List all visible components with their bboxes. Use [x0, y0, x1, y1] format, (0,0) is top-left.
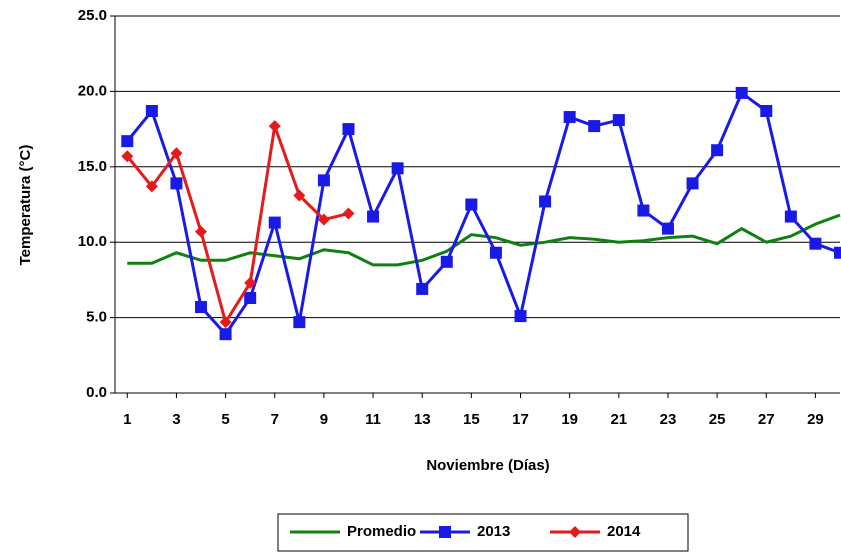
data-point — [367, 210, 380, 223]
y-tick-label: 5.0 — [86, 309, 107, 326]
x-tick-label: 27 — [758, 411, 775, 428]
data-point — [686, 177, 699, 190]
y-tick-label: 15.0 — [78, 158, 107, 175]
x-tick-label: 11 — [365, 411, 381, 428]
x-tick-label: 1 — [123, 411, 131, 428]
data-point — [121, 150, 134, 163]
x-tick-label: 15 — [463, 411, 480, 428]
data-point — [170, 147, 183, 160]
x-tick-label: 17 — [512, 411, 529, 428]
series-line — [127, 213, 841, 267]
data-point — [219, 328, 232, 341]
data-point — [317, 213, 330, 226]
data-point — [489, 246, 502, 259]
data-point — [342, 207, 355, 220]
x-tick-label: 23 — [660, 411, 677, 428]
data-point — [219, 316, 232, 329]
data-point — [760, 105, 773, 118]
data-point — [342, 123, 355, 136]
data-point — [834, 246, 841, 259]
y-tick-label: 10.0 — [78, 233, 107, 250]
data-point — [293, 189, 306, 202]
legend-label: 2013 — [477, 523, 510, 540]
data-point — [440, 255, 453, 268]
y-tick-label: 25.0 — [78, 7, 107, 24]
data-point — [268, 216, 281, 229]
data-point — [612, 114, 625, 127]
data-point — [711, 144, 724, 157]
legend-marker — [439, 526, 451, 538]
x-tick-label: 19 — [561, 411, 578, 428]
legend-box — [277, 513, 689, 552]
y-tick-label: 0.0 — [86, 384, 107, 401]
y-tick-label: 20.0 — [78, 82, 107, 99]
data-point — [661, 222, 674, 235]
data-point — [539, 195, 552, 208]
x-tick-label: 21 — [610, 411, 627, 428]
data-point — [268, 120, 281, 133]
data-point — [145, 105, 158, 118]
data-point — [244, 291, 257, 304]
data-point — [735, 86, 748, 99]
x-tick-label: 29 — [807, 411, 824, 428]
series-line — [126, 125, 349, 326]
data-point — [244, 276, 257, 289]
data-point — [391, 162, 404, 175]
x-tick-label: 5 — [221, 411, 229, 428]
data-point — [121, 135, 134, 148]
x-tick-label: 3 — [172, 411, 180, 428]
data-point — [809, 237, 822, 250]
data-point — [784, 210, 797, 223]
data-point — [637, 204, 650, 217]
x-tick-label: 7 — [271, 411, 279, 428]
x-axis-label: Noviembre (Días) — [426, 457, 549, 474]
data-point — [170, 177, 183, 190]
x-tick-label: 13 — [414, 411, 431, 428]
legend-marker — [569, 526, 581, 538]
data-point — [416, 282, 429, 295]
data-point — [465, 198, 478, 211]
series-line — [126, 90, 841, 337]
y-axis-label: Temperatura (°C) — [17, 145, 34, 266]
legend-label: Promedio — [347, 523, 416, 540]
data-point — [195, 301, 208, 314]
legend-label: 2014 — [607, 523, 641, 540]
data-point — [588, 120, 601, 133]
data-point — [317, 174, 330, 187]
data-point — [195, 225, 208, 238]
x-tick-label: 9 — [320, 411, 328, 428]
data-point — [563, 111, 576, 124]
data-point — [514, 310, 527, 323]
data-point — [293, 316, 306, 329]
data-point — [145, 180, 158, 193]
x-tick-label: 25 — [709, 411, 726, 428]
